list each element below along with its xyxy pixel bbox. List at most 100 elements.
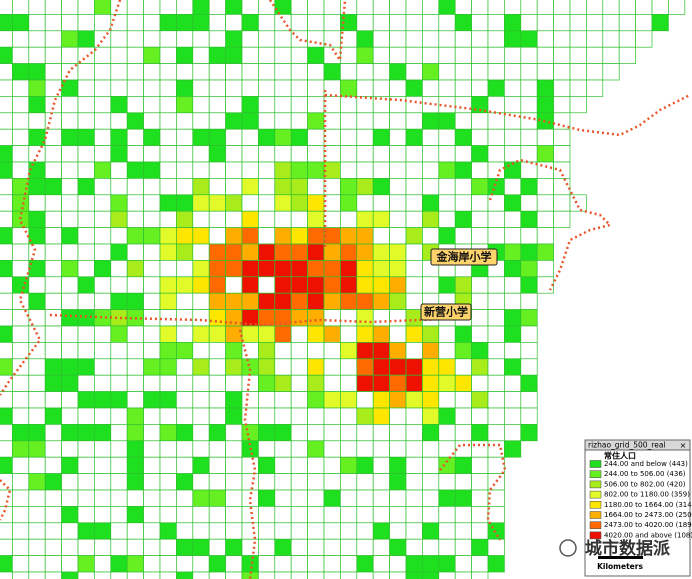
grid-cell: [126, 555, 144, 573]
grid-cell: [422, 14, 440, 32]
grid-cell: [176, 456, 194, 474]
grid-cell: [372, 538, 390, 556]
grid-cell: [94, 0, 112, 15]
grid-cell: [94, 96, 112, 114]
grid-cell: [454, 210, 472, 228]
grid-cell: [0, 325, 13, 343]
grid-cell: [307, 473, 325, 491]
grid-cell: [454, 506, 472, 524]
legend-items: 244.00 and below (443) 244.00 to 506.00 (…: [589, 460, 692, 539]
grid-cell: [635, 30, 653, 48]
legend-swatch: [589, 490, 602, 499]
grid-cell: [438, 128, 456, 146]
grid-cell: [290, 538, 308, 556]
grid-cell: [94, 407, 112, 425]
grid-cell: [241, 276, 259, 294]
grid-cell: [389, 440, 407, 458]
grid-cell: [274, 96, 292, 114]
grid-cell: [192, 0, 210, 15]
grid-cell: [126, 538, 144, 556]
boundary: [268, 0, 347, 64]
grid-cell: [225, 407, 243, 425]
grid-cell: [126, 391, 144, 409]
grid-cell: [208, 161, 226, 179]
grid-cell: [28, 96, 46, 114]
grid-cell: [290, 210, 308, 228]
grid-cell: [208, 145, 226, 163]
grid-cell: [0, 538, 13, 556]
grid-cell: [487, 325, 505, 343]
legend-label: 1664.00 to 2473.00 (250): [604, 511, 692, 519]
grid-cell: [438, 571, 456, 579]
grid-cell: [438, 194, 456, 212]
grid-cell: [323, 145, 341, 163]
grid-cell: [94, 489, 112, 507]
grid-cell: [241, 325, 259, 343]
grid-cell: [372, 194, 390, 212]
grid-cell: [454, 14, 472, 32]
grid-cell: [159, 46, 177, 64]
grid-cell: [356, 407, 374, 425]
grid-cell: [471, 227, 489, 245]
grid-cell: [225, 391, 243, 409]
grid-cell: [61, 30, 79, 48]
grid-cell: [405, 473, 423, 491]
grid-cell: [0, 112, 13, 130]
grid-cell: [77, 227, 95, 245]
grid-cell: [405, 358, 423, 376]
grid-cell: [12, 260, 30, 278]
grid-cell: [340, 243, 358, 261]
grid-cell: [126, 424, 144, 442]
grid-cell: [44, 407, 62, 425]
grid-cell: [323, 210, 341, 228]
grid-cell: [553, 46, 571, 64]
grid-cell: [225, 46, 243, 64]
grid-cell: [356, 243, 374, 261]
grid-cell: [192, 145, 210, 163]
grid-cell: [126, 276, 144, 294]
grid-cell: [389, 79, 407, 97]
grid-cell: [307, 243, 325, 261]
grid-cell: [44, 571, 62, 579]
grid-cell: [553, 128, 571, 146]
grid-cell: [110, 0, 128, 15]
grid-cell: [504, 178, 522, 196]
grid-cell: [389, 391, 407, 409]
grid-cell: [520, 210, 538, 228]
grid-cell: [0, 227, 13, 245]
grid-cell: [61, 407, 79, 425]
grid-cell: [274, 227, 292, 245]
grid-cell: [520, 161, 538, 179]
grid-cell: [372, 522, 390, 540]
legend-close[interactable]: ×: [680, 441, 687, 450]
grid-cell: [323, 161, 341, 179]
grid-cell: [536, 161, 554, 179]
grid-cell: [340, 473, 358, 491]
grid-cell: [176, 489, 194, 507]
grid-cell: [12, 128, 30, 146]
grid-cell: [438, 538, 456, 556]
grid-cell: [307, 522, 325, 540]
grid-cell: [323, 14, 341, 32]
grid-cell: [28, 522, 46, 540]
grid-cell: [356, 161, 374, 179]
grid-cell: [405, 96, 423, 114]
grid-cell: [536, 178, 554, 196]
grid-cell: [44, 161, 62, 179]
grid-cell: [12, 309, 30, 327]
label-text: 新营小学: [424, 305, 468, 319]
grid-cell: [520, 391, 538, 409]
grid-cell: [307, 325, 325, 343]
grid-cell: [192, 374, 210, 392]
grid-cell: [405, 210, 423, 228]
grid-cell: [159, 358, 177, 376]
grid-cell: [356, 194, 374, 212]
grid-cell: [176, 538, 194, 556]
grid-cell: [307, 178, 325, 196]
grid-cell: [422, 473, 440, 491]
grid-cell: [77, 161, 95, 179]
grid-cell: [323, 96, 341, 114]
grid-cell: [94, 112, 112, 130]
grid-cell: [487, 96, 505, 114]
grid-cell: [290, 325, 308, 343]
